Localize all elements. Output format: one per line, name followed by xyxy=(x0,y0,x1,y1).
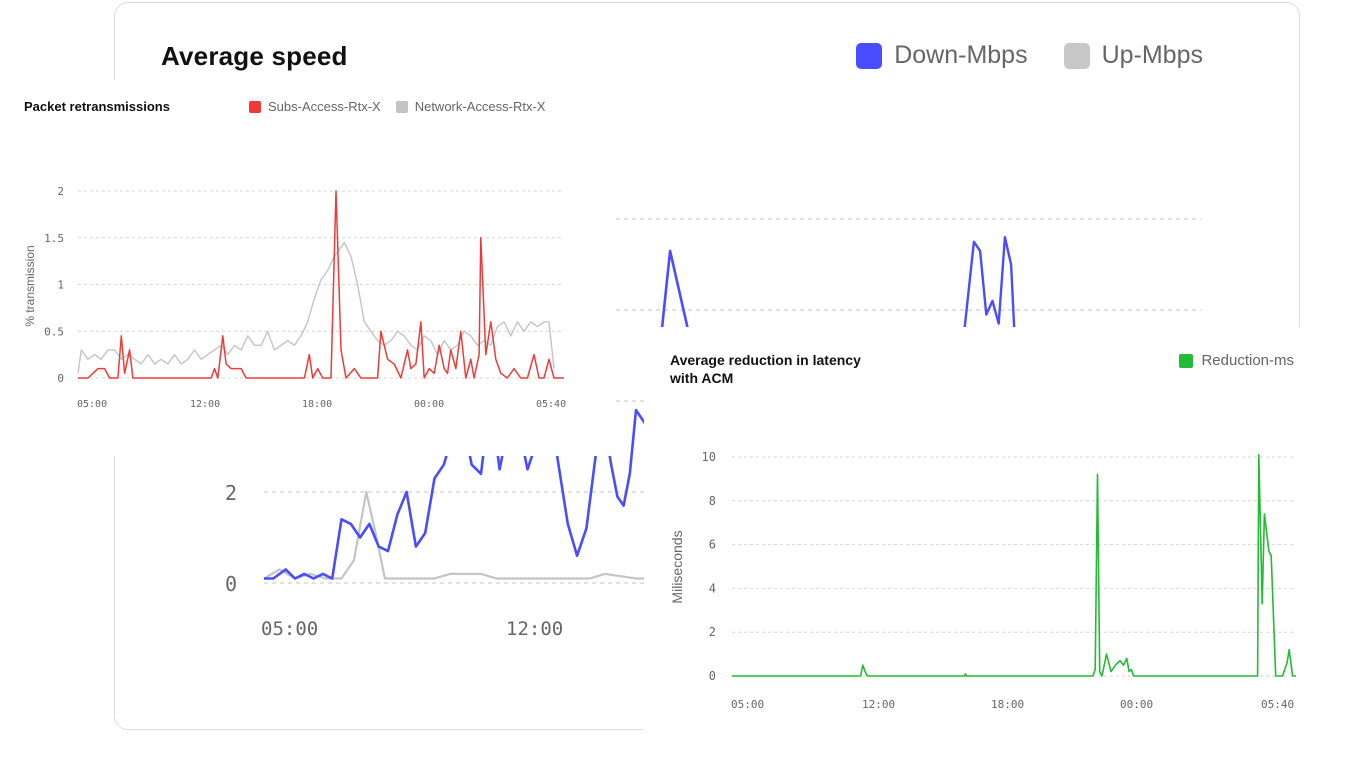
legend-label-up: Up-Mbps xyxy=(1101,41,1203,69)
speed-y-tick: 0 xyxy=(225,572,237,596)
speed-y-tick: 2 xyxy=(225,481,237,505)
latency-reduction-card: Average reduction in latency with ACM Re… xyxy=(644,327,1326,763)
speed-x-tick: 12:00 xyxy=(506,618,563,640)
packet-retransmissions-legend: Subs-Access-Rtx-X Network-Access-Rtx-X xyxy=(249,99,560,114)
up-mbps-swatch xyxy=(1063,42,1090,69)
packet-x-tick: 05:00 xyxy=(77,399,107,410)
latency-y-axis-label: Miliseconds xyxy=(669,530,685,603)
legend-item-reduction[interactable]: Reduction-ms xyxy=(1179,352,1294,369)
latency-x-tick: 18:00 xyxy=(991,698,1024,711)
network-access-swatch xyxy=(395,100,408,113)
subs-access-rtx-line xyxy=(78,190,564,379)
legend-item-subs[interactable]: Subs-Access-Rtx-X xyxy=(249,99,381,114)
packet-y-tick: 0.5 xyxy=(44,325,64,338)
down-mbps-line xyxy=(264,249,690,580)
latency-reduction-title: Average reduction in latency with ACM xyxy=(670,352,861,386)
legend-item-up[interactable]: Up-Mbps xyxy=(1063,41,1203,70)
packet-retransmissions-plot: 0 0.5 1 1.5 2 05:00 12:00 18:00 00:00 05:40 % tran… xyxy=(23,185,566,410)
reduction-ms-line xyxy=(732,454,1296,677)
packet-y-tick: 1 xyxy=(57,279,64,292)
packet-y-tick: 1.5 xyxy=(44,232,64,245)
latency-x-tick: 05:40 xyxy=(1261,698,1294,711)
up-mbps-line xyxy=(263,490,689,580)
average-speed-legend: Down-Mbps Up-Mbps xyxy=(820,41,1203,70)
average-speed-plot: 0 2 05:00 12:00 xyxy=(225,218,1201,640)
latency-y-tick: 0 xyxy=(709,669,716,683)
latency-reduction-plot: 0 2 4 6 8 10 05:00 12:00 18:00 00:00 05:40 Miliseco… xyxy=(669,450,1296,711)
packet-retransmissions-title: Packet retransmissions xyxy=(24,99,170,114)
latency-y-tick: 8 xyxy=(709,494,716,508)
latency-reduction-legend: Reduction-ms xyxy=(1179,352,1294,369)
down-mbps-peak-fragment xyxy=(957,236,1016,334)
latency-y-tick: 6 xyxy=(709,538,716,552)
latency-x-tick: 00:00 xyxy=(1120,698,1153,711)
latency-y-tick: 2 xyxy=(709,625,716,639)
legend-item-down[interactable]: Down-Mbps xyxy=(856,41,1028,70)
subs-access-swatch xyxy=(249,100,261,113)
speed-x-tick: 05:00 xyxy=(261,618,318,640)
packet-y-axis-label: % transmission xyxy=(23,245,37,326)
packet-x-tick: 18:00 xyxy=(302,399,332,410)
packet-retransmissions-card: Packet retransmissions Subs-Access-Rtx-X… xyxy=(0,80,612,456)
legend-item-network[interactable]: Network-Access-Rtx-X xyxy=(395,99,546,114)
legend-label-reduction: Reduction-ms xyxy=(1201,352,1294,369)
legend-label-network: Network-Access-Rtx-X xyxy=(414,99,546,114)
average-speed-title: Average speed xyxy=(161,41,348,71)
legend-label-subs: Subs-Access-Rtx-X xyxy=(268,99,381,114)
packet-x-tick: 12:00 xyxy=(190,399,220,410)
packet-x-tick: 00:00 xyxy=(414,399,444,410)
latency-x-tick: 12:00 xyxy=(862,698,895,711)
network-access-rtx-line xyxy=(77,241,555,374)
packet-x-tick: 05:40 xyxy=(536,399,566,410)
down-mbps-swatch xyxy=(856,42,883,69)
packet-y-tick: 0 xyxy=(57,372,64,385)
reduction-ms-swatch xyxy=(1179,353,1194,368)
latency-x-tick: 05:00 xyxy=(731,698,764,711)
packet-y-tick: 2 xyxy=(57,185,64,198)
latency-y-tick: 10 xyxy=(702,450,716,464)
latency-y-tick: 4 xyxy=(709,581,716,595)
legend-label-down: Down-Mbps xyxy=(894,41,1028,69)
